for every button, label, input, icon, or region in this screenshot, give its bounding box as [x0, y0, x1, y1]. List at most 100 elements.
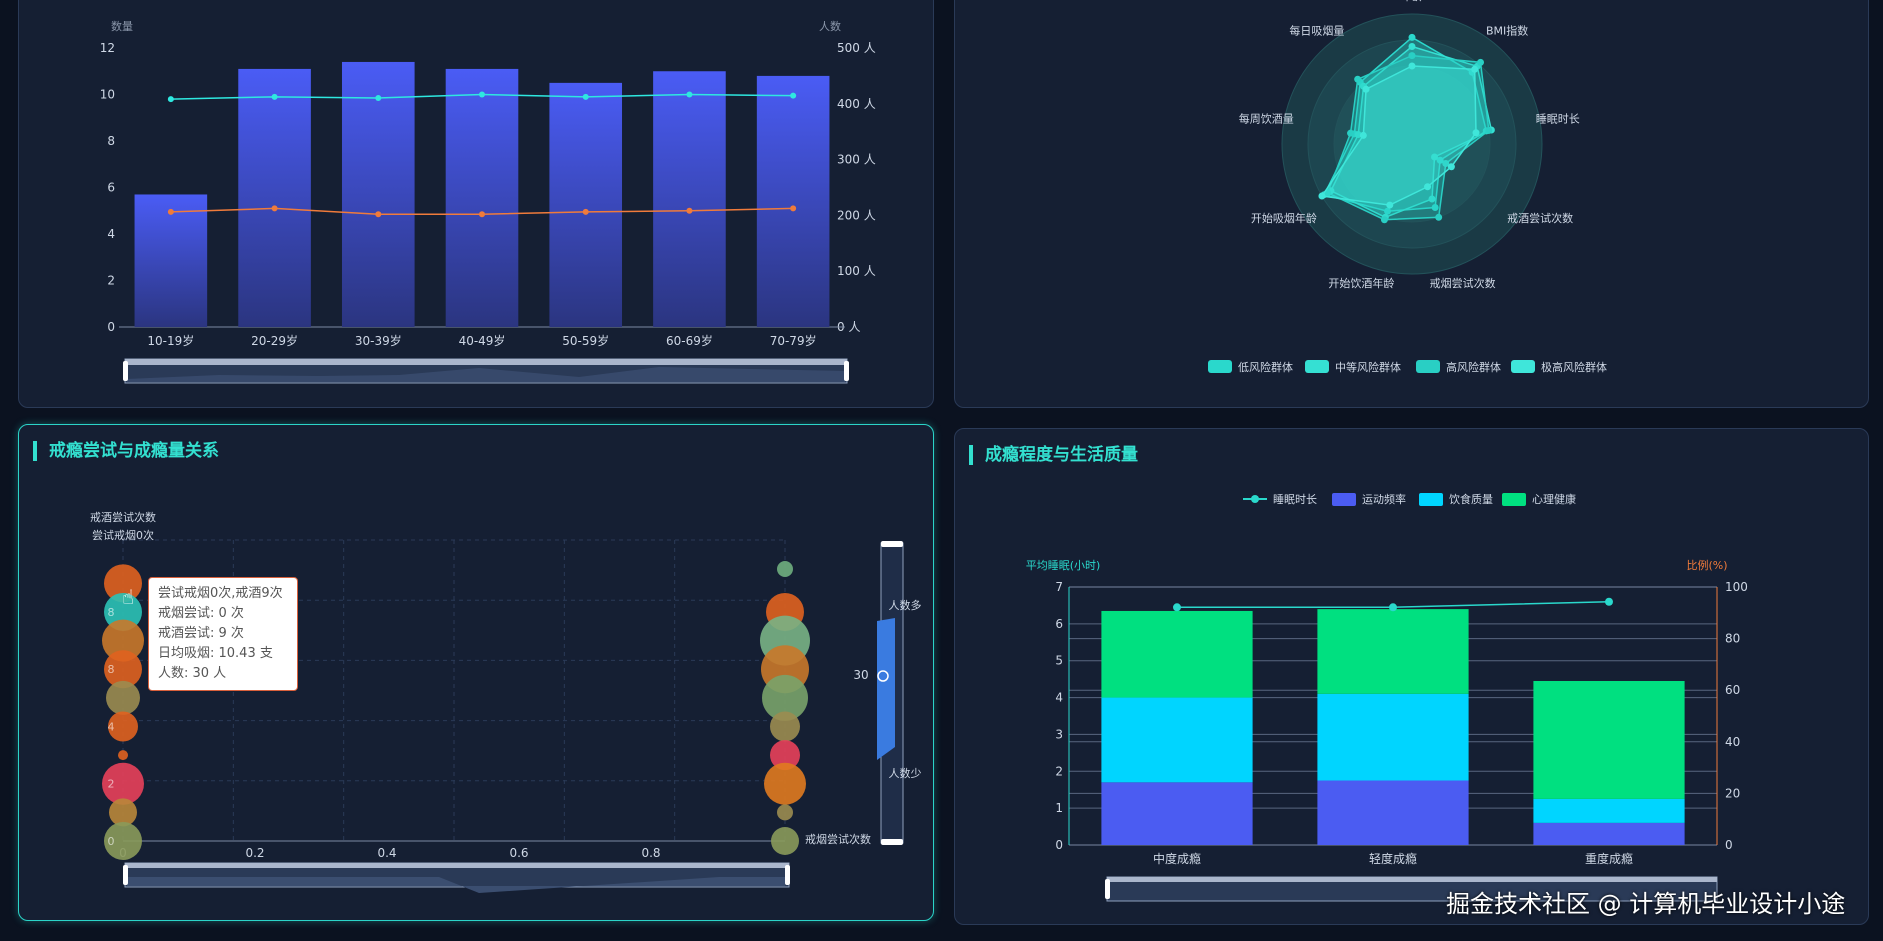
stacked-bar-segment — [1101, 697, 1253, 783]
quality-chart-panel: 成瘾程度与生活质量 睡眠时长 运动频率 饮食质量 心理健康 平均睡眠(小时) 比例(%) 0… — [954, 428, 1869, 925]
x-tick-label: 轻度成瘾 — [1369, 851, 1417, 866]
y-left-tick: 5 — [1055, 654, 1063, 668]
radar-point — [1472, 129, 1480, 137]
y-left-tick: 4 — [107, 227, 115, 241]
radar-point — [1380, 216, 1388, 224]
stacked-bar-segment — [1317, 693, 1469, 781]
radar-indicator-label: 开始饮酒年龄 — [1328, 276, 1394, 290]
line-point — [686, 91, 693, 98]
age-chart[interactable]: 数量 人数 0 2 4 6 8 10 12 0 人 100 人 200 人 300 人 400 人 500 … — [19, 0, 935, 409]
tooltip-line: 戒烟尝试: 0 次 — [158, 606, 244, 621]
line-point — [167, 208, 174, 215]
radar-point — [1485, 126, 1493, 134]
y-right-tick: 0 人 — [837, 320, 860, 334]
bubble — [102, 619, 144, 662]
radar-point — [1471, 65, 1479, 73]
line-point — [1173, 603, 1181, 612]
line-point — [375, 94, 382, 101]
zoom-slider-bar — [125, 863, 789, 868]
stacked-bar-segment — [1101, 782, 1253, 845]
zoom-slider-bar — [125, 359, 847, 365]
zoom-slider-preview — [127, 877, 785, 893]
tooltip-line: 尝试戒烟0次,戒酒9次 — [158, 586, 283, 601]
legend-label: 低风险群体 — [1238, 360, 1293, 374]
visual-map-handle-bottom — [881, 839, 903, 845]
bubble — [777, 804, 793, 821]
radar-point — [1362, 85, 1370, 93]
legend-label: 高风险群体 — [1446, 360, 1501, 374]
x-tick-label: 0.8 — [641, 846, 660, 860]
bubble — [104, 650, 142, 689]
stacked-bar-segment — [1533, 822, 1685, 845]
radar-point — [1347, 129, 1355, 137]
bubble — [106, 680, 140, 715]
radar-indicator-label: 每周饮酒量 — [1239, 111, 1294, 125]
radar-point — [1359, 131, 1367, 139]
radar-point — [1431, 204, 1439, 212]
radar-point — [1408, 43, 1416, 50]
bubble-value-label: 4 — [108, 720, 115, 733]
legend-swatch — [1251, 495, 1259, 503]
visual-map-high-label: 人数多 — [889, 598, 922, 612]
y-left-tick: 10 — [100, 88, 115, 102]
radar-point — [1442, 160, 1450, 167]
visual-map-range — [877, 618, 895, 760]
radar-series-area — [1323, 36, 1488, 212]
bubble — [108, 711, 138, 742]
legend-swatch — [1511, 360, 1535, 373]
x-tick-label: 20-29岁 — [251, 333, 298, 348]
radar-point — [1408, 52, 1416, 60]
bubble-chart-panel: 戒瘾尝试与成瘾量关系 戒酒尝试次数尝试戒烟0次戒烟尝试次数00.20.40.60… — [18, 424, 934, 921]
visual-map-low-label: 人数少 — [889, 767, 922, 780]
radar-indicator-label: 年龄 — [1401, 0, 1423, 3]
line-point — [582, 208, 589, 215]
x-tick-label: 10-19岁 — [147, 333, 194, 348]
stacked-bar-segment — [1533, 680, 1685, 799]
line-point — [686, 207, 693, 214]
stacked-bar-segment — [1317, 609, 1469, 694]
radar-point — [1318, 192, 1326, 200]
radar-point — [1477, 58, 1485, 66]
x-tick-label: 30-39岁 — [355, 333, 402, 348]
tooltip-line: 戒酒尝试: 9 次 — [158, 626, 244, 641]
stacked-bar-segment — [1101, 610, 1253, 698]
legend-label: 心理健康 — [1532, 492, 1576, 506]
x-tick-label: 0.4 — [377, 846, 396, 860]
tooltip-line: 日均吸烟: 10.43 支 — [158, 646, 273, 661]
line-point — [1605, 597, 1613, 606]
radar-point — [1428, 195, 1436, 203]
bubble — [118, 750, 128, 761]
bubble-tooltip: 尝试戒烟0次,戒酒9次 戒烟尝试: 0 次 戒酒尝试: 9 次 日均吸烟: 10… — [148, 577, 298, 691]
line-point — [271, 205, 278, 212]
bubble — [102, 762, 144, 805]
line-point — [479, 211, 485, 218]
legend-swatch — [1332, 493, 1356, 506]
bubble — [764, 762, 806, 805]
y-left-tick: 8 — [107, 134, 115, 148]
y-right-axis-label: 人数 — [819, 20, 841, 33]
legend-label: 极高风险群体 — [1541, 360, 1607, 374]
legend-swatch — [1416, 360, 1440, 373]
y-left-tick: 3 — [1055, 727, 1063, 741]
x-tick-label: 60-69岁 — [666, 333, 713, 348]
zoom-slider-handle-right — [785, 865, 790, 885]
top-label: 尝试戒烟0次 — [92, 528, 154, 542]
y-right-axis-label: 比例(%) — [1686, 558, 1727, 572]
stacked-bar-segment — [1317, 780, 1469, 845]
visual-map-indicator — [877, 670, 889, 682]
y-right-tick: 200 人 — [837, 208, 876, 222]
legend-label: 中等风险群体 — [1335, 360, 1401, 374]
bar — [653, 71, 726, 327]
zoom-slider-handle-right — [844, 361, 849, 381]
bubble-chart[interactable]: 戒酒尝试次数尝试戒烟0次戒烟尝试次数00.20.40.60.888420人数多人… — [19, 425, 935, 922]
zoom-slider-preview — [127, 367, 845, 382]
bubble — [109, 798, 137, 827]
bar — [445, 68, 519, 328]
legend-label: 睡眠时长 — [1273, 493, 1317, 506]
y-left-tick: 2 — [1055, 764, 1063, 778]
y-right-tick: 0 — [1725, 838, 1733, 852]
y-right-tick: 20 — [1725, 786, 1740, 800]
